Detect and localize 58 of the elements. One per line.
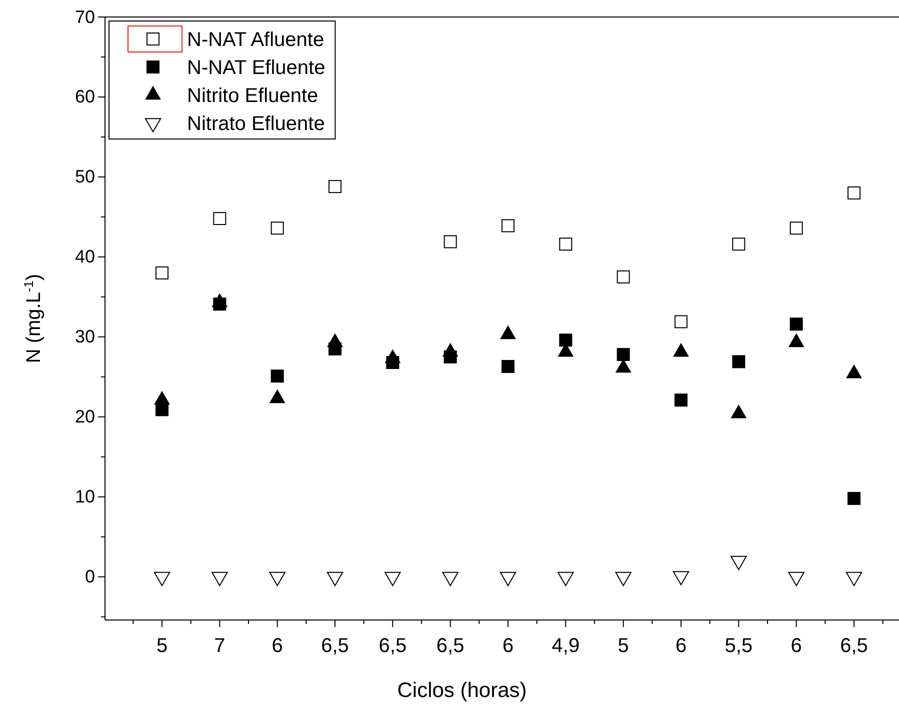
point	[444, 235, 457, 248]
x-tick-label: 6	[675, 635, 687, 657]
point	[328, 180, 342, 194]
y-tick-label: 60	[74, 86, 95, 107]
point	[559, 238, 572, 251]
point	[384, 572, 401, 586]
x-tick-label: 5	[156, 635, 168, 657]
x-tick-label: 4,9	[552, 635, 580, 657]
legend-label: N-NAT Efluente	[187, 57, 326, 79]
point	[790, 222, 803, 235]
x-tick-label: 6	[790, 635, 802, 657]
point	[269, 572, 286, 586]
point	[846, 572, 862, 586]
point	[502, 219, 514, 232]
y-tick-label: 50	[74, 166, 95, 187]
legend-label: Nitrato Efluente	[187, 113, 325, 135]
x-axis-title: Ciclos (horas)	[397, 679, 527, 702]
legend-label: N-NAT Afluente	[187, 29, 324, 51]
point	[270, 370, 284, 383]
point	[615, 572, 632, 586]
point	[790, 318, 803, 331]
point	[326, 572, 344, 586]
x-tick-label: 6,5	[436, 635, 464, 657]
y-tick-label: 10	[74, 486, 95, 507]
point	[616, 348, 630, 361]
x-tick-label: 6,5	[321, 635, 349, 657]
point	[558, 572, 574, 586]
x-tick-label: 6,5	[378, 635, 407, 657]
x-tick-label: 6,5	[840, 635, 868, 657]
legend-label: Nitrito Efluente	[187, 85, 318, 107]
x-tick-label: 5	[618, 635, 629, 657]
point	[270, 222, 284, 235]
point	[442, 572, 458, 586]
point	[156, 266, 168, 280]
point	[500, 572, 516, 586]
point	[674, 394, 688, 407]
point	[616, 270, 630, 284]
point	[674, 315, 688, 328]
point	[732, 355, 746, 368]
point	[732, 238, 746, 251]
point	[559, 334, 572, 347]
y-tick-label: 20	[74, 406, 95, 427]
point	[788, 572, 804, 586]
y-tick-label: 30	[74, 326, 95, 347]
x-tick-label: 7	[214, 635, 226, 657]
y-tick-label: 70	[74, 6, 95, 27]
point	[154, 572, 170, 586]
y-tick-label: 0	[84, 566, 95, 587]
point	[848, 186, 860, 200]
point	[212, 572, 228, 586]
point	[502, 360, 514, 373]
x-tick-label: 6	[502, 635, 514, 657]
x-tick-label: 6	[272, 635, 283, 657]
point	[672, 571, 690, 586]
point	[213, 212, 226, 226]
y-tick-label: 40	[74, 246, 95, 267]
x-tick-label: 5,5	[724, 635, 753, 657]
point	[730, 556, 747, 570]
